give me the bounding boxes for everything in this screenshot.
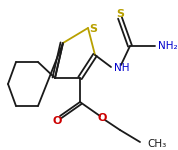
Text: NH: NH xyxy=(114,63,130,73)
Text: S: S xyxy=(89,24,97,34)
Text: NH₂: NH₂ xyxy=(158,41,178,51)
Text: O: O xyxy=(52,116,62,126)
Text: O: O xyxy=(97,113,107,123)
Text: S: S xyxy=(116,9,124,19)
Text: CH₃: CH₃ xyxy=(147,139,166,149)
